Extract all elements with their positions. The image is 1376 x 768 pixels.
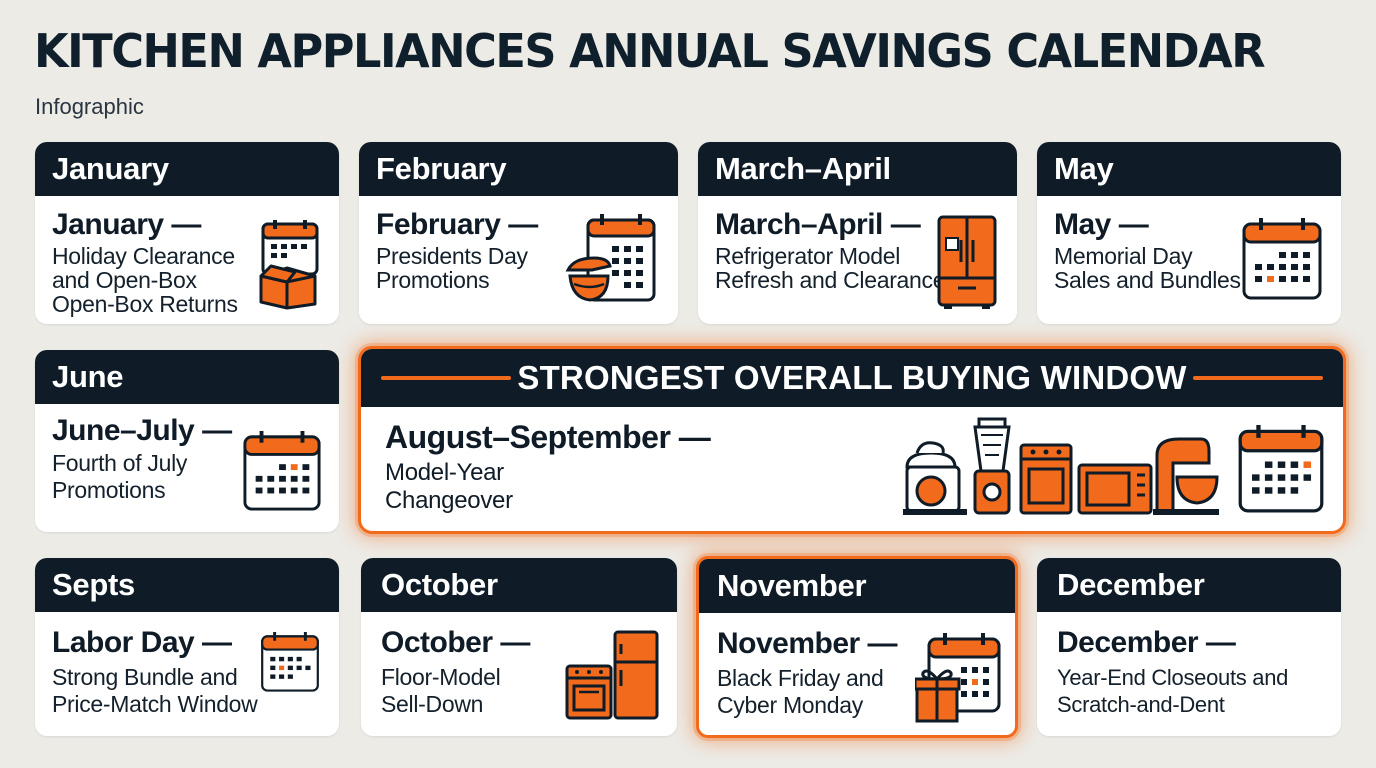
- card-lead: November —: [717, 627, 898, 660]
- card-header: Septs: [35, 558, 339, 612]
- card-lead: May —: [1054, 208, 1149, 241]
- card-december: December December — Year-End Closeouts a…: [1037, 558, 1341, 736]
- page-subtitle: Infographic: [35, 94, 144, 119]
- card-description: Fourth of July Promotions: [52, 450, 188, 503]
- blender-icon: [973, 417, 1011, 515]
- card-header: June: [35, 350, 339, 404]
- page-title: KITCHEN APPLIANCES ANNUAL SAVINGS CALEND…: [34, 24, 1266, 78]
- appliance-lineup-icon: [903, 417, 1219, 515]
- card-lead: December —: [1057, 626, 1236, 659]
- range-icon: [1019, 443, 1073, 515]
- card-header: December: [1037, 558, 1341, 612]
- card-description: Memorial Day Sales and Bundles: [1054, 243, 1241, 293]
- card-header: February: [359, 142, 678, 196]
- card-lead: January —: [52, 208, 201, 241]
- card-march-april: March–April March–April — Refrigerator M…: [698, 142, 1017, 324]
- card-may: May May — Memorial Day Sales and Bundles: [1037, 142, 1341, 324]
- calendar-box-icon: [259, 220, 319, 310]
- banner-description: Model-Year Changeover: [385, 459, 513, 514]
- card-november: November November — Black Friday and Cybe…: [696, 556, 1018, 738]
- calendar-icon: [1242, 218, 1322, 300]
- calendar-mixer-icon: [565, 214, 656, 302]
- card-description: Holiday Clearance and Open-Box Open-Box Re…: [52, 243, 238, 317]
- card-header: January: [35, 142, 339, 196]
- card-lead: October —: [381, 626, 530, 659]
- card-description: Presidents Day Promotions: [376, 243, 528, 293]
- card-lead: Labor Day —: [52, 626, 232, 659]
- card-header: May: [1037, 142, 1341, 196]
- card-description: Year-End Closeouts and Scratch-and-Dent: [1057, 665, 1289, 717]
- banner-rule-right: [1193, 376, 1323, 380]
- card-lead: June–July —: [52, 414, 232, 447]
- card-header: November: [699, 559, 1015, 613]
- calendar-gift-icon: [915, 633, 1001, 723]
- strongest-buying-window-banner: STRONGEST OVERALL BUYING WINDOW August–S…: [358, 346, 1346, 534]
- card-january: January January — Holiday Clearance and O…: [35, 142, 339, 324]
- oven-fridge-icon: [565, 630, 659, 720]
- calendar-icon: [261, 632, 319, 692]
- card-february: February February — Presidents Day Promot…: [359, 142, 678, 324]
- card-description: Floor-Model Sell-Down: [381, 664, 501, 717]
- stand-mixer-icon: [1153, 437, 1219, 515]
- banner-header: STRONGEST OVERALL BUYING WINDOW: [361, 349, 1343, 407]
- card-description: Refrigerator Model Refresh and Clearance: [715, 243, 946, 293]
- card-october: October October — Floor-Model Sell-Down: [361, 558, 677, 736]
- card-description: Black Friday and Cyber Monday: [717, 665, 884, 718]
- calendar-icon: [1238, 425, 1324, 513]
- banner-rule-left: [381, 376, 511, 380]
- banner-title: STRONGEST OVERALL BUYING WINDOW: [517, 359, 1187, 396]
- calendar-icon: [243, 431, 321, 511]
- card-description: Strong Bundle and Price-Match Window: [52, 664, 258, 717]
- card-june: June June–July — Fourth of July Promotion…: [35, 350, 339, 532]
- card-header: March–April: [698, 142, 1017, 196]
- card-septs: Septs Labor Day — Strong Bundle and Price…: [35, 558, 339, 736]
- banner-lead: August–September —: [385, 419, 711, 455]
- card-lead: February —: [376, 208, 538, 241]
- stand-mixer-icon: [903, 441, 967, 515]
- card-lead: March–April —: [715, 208, 921, 241]
- refrigerator-icon: [937, 215, 997, 309]
- microwave-icon: [1077, 463, 1153, 515]
- card-header: October: [361, 558, 677, 612]
